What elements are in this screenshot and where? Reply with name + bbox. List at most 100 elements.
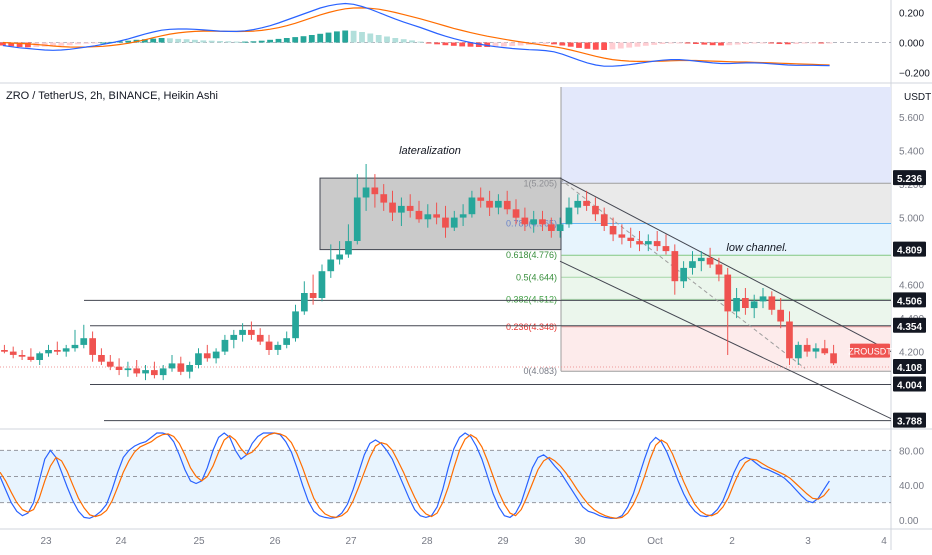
candle-body[interactable] xyxy=(283,338,290,345)
candle-body[interactable] xyxy=(124,368,132,371)
candle-body[interactable] xyxy=(592,205,599,215)
candle-body[interactable] xyxy=(301,293,308,312)
candle-body[interactable] xyxy=(459,214,467,218)
candle-body[interactable] xyxy=(142,370,149,374)
candle-body[interactable] xyxy=(424,214,432,220)
candle-body[interactable] xyxy=(689,261,696,268)
candle-body[interactable] xyxy=(133,368,141,374)
candle-body[interactable] xyxy=(662,246,670,252)
candle-body[interactable] xyxy=(715,264,723,275)
candle-body[interactable] xyxy=(433,214,440,218)
candle-body[interactable] xyxy=(486,200,493,208)
candle-body[interactable] xyxy=(565,207,573,225)
candle-body[interactable] xyxy=(768,296,776,310)
candle-body[interactable] xyxy=(106,361,114,367)
candle-body[interactable] xyxy=(627,237,635,241)
price-label-box[interactable] xyxy=(893,170,926,186)
candle-body[interactable] xyxy=(795,344,802,359)
candle-body[interactable] xyxy=(9,351,17,355)
price-label-box[interactable] xyxy=(893,317,926,333)
candle-body[interactable] xyxy=(292,311,299,339)
candle-body[interactable] xyxy=(671,251,679,282)
price-label-box[interactable] xyxy=(893,412,926,428)
candle-body[interactable] xyxy=(600,214,608,226)
candle-body[interactable] xyxy=(539,219,546,225)
candle-body[interactable] xyxy=(203,353,211,359)
candle-body[interactable] xyxy=(318,271,326,298)
candle-body[interactable] xyxy=(468,197,476,215)
candle-body[interactable] xyxy=(521,217,529,225)
candle-body[interactable] xyxy=(450,217,458,228)
macd-pane[interactable] xyxy=(0,2,891,67)
candle-body[interactable] xyxy=(159,368,167,376)
candle-body[interactable] xyxy=(98,355,105,362)
channel-lower-line[interactable] xyxy=(559,260,892,420)
candle-body[interactable] xyxy=(759,296,767,302)
stoch-rsi-pane[interactable] xyxy=(0,432,891,519)
candle-body[interactable] xyxy=(212,351,220,359)
candle-body[interactable] xyxy=(345,241,352,255)
candle-body[interactable] xyxy=(151,370,158,376)
candle-body[interactable] xyxy=(653,241,661,247)
candle-body[interactable] xyxy=(477,197,485,201)
candle-body[interactable] xyxy=(309,293,317,298)
price-pane[interactable]: 1(5.205)0.786(4.965)0.618(4.776)0.5(4.64… xyxy=(0,87,892,422)
candle-body[interactable] xyxy=(1,350,8,352)
candle-body[interactable] xyxy=(62,348,70,352)
candle-body[interactable] xyxy=(380,194,388,203)
candle-body[interactable] xyxy=(353,197,361,242)
currency-label[interactable]: USDT xyxy=(904,92,931,103)
price-label-box[interactable] xyxy=(893,359,926,374)
candle-body[interactable] xyxy=(398,205,405,213)
candle-body[interactable] xyxy=(609,226,617,235)
candle-body[interactable] xyxy=(503,200,511,210)
candle-body[interactable] xyxy=(636,241,643,245)
candle-body[interactable] xyxy=(27,356,35,360)
candle-body[interactable] xyxy=(548,224,555,231)
candle-body[interactable] xyxy=(168,363,176,369)
price-label-box[interactable] xyxy=(893,376,926,392)
candle-body[interactable] xyxy=(362,187,370,198)
candle-body[interactable] xyxy=(750,301,758,309)
candle-body[interactable] xyxy=(389,202,396,213)
candle-body[interactable] xyxy=(442,217,449,228)
candle-body[interactable] xyxy=(115,366,123,370)
candle-body[interactable] xyxy=(786,321,793,359)
channel-upper-line[interactable] xyxy=(559,177,892,353)
candle-body[interactable] xyxy=(556,224,564,231)
candle-body[interactable] xyxy=(821,348,829,354)
candle-body[interactable] xyxy=(248,329,255,335)
candle-body[interactable] xyxy=(415,210,423,220)
price-label-box[interactable] xyxy=(893,241,926,257)
candle-body[interactable] xyxy=(406,205,414,211)
candle-body[interactable] xyxy=(645,241,652,245)
candle-body[interactable] xyxy=(583,200,590,206)
candle-body[interactable] xyxy=(80,338,88,345)
candle-body[interactable] xyxy=(71,344,79,349)
candle-body[interactable] xyxy=(742,298,749,308)
candle-body[interactable] xyxy=(495,200,502,208)
candle-body[interactable] xyxy=(54,350,61,352)
candle-body[interactable] xyxy=(265,341,273,350)
candle-body[interactable] xyxy=(186,365,193,372)
candle-body[interactable] xyxy=(530,219,537,225)
candle-body[interactable] xyxy=(680,267,687,282)
candle-body[interactable] xyxy=(812,348,820,352)
candle-body[interactable] xyxy=(327,259,335,272)
candle-body[interactable] xyxy=(733,298,740,312)
candle-body[interactable] xyxy=(274,344,282,350)
candle-body[interactable] xyxy=(45,350,52,354)
candle-body[interactable] xyxy=(777,309,784,322)
candle-body[interactable] xyxy=(724,274,732,312)
candle-body[interactable] xyxy=(618,234,626,238)
candle-body[interactable] xyxy=(256,334,264,342)
candle-body[interactable] xyxy=(221,339,229,352)
symbol-price-tag[interactable] xyxy=(850,343,890,358)
candle-body[interactable] xyxy=(195,353,202,365)
candle-body[interactable] xyxy=(574,200,582,208)
price-label-box[interactable] xyxy=(893,292,926,308)
candle-body[interactable] xyxy=(371,187,379,195)
candle-body[interactable] xyxy=(18,355,26,357)
candle-body[interactable] xyxy=(36,353,43,360)
